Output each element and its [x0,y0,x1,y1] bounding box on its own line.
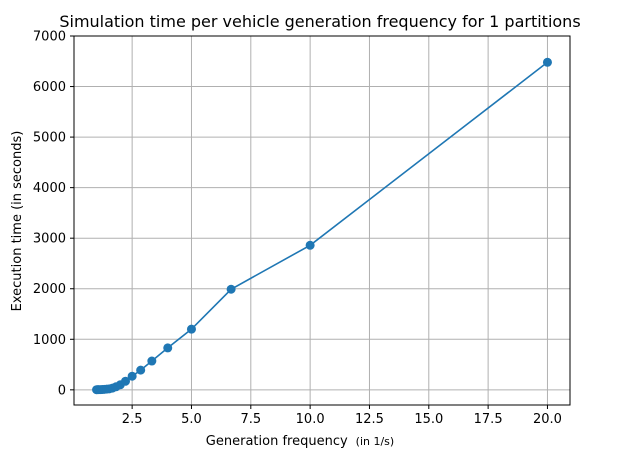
data-point [226,284,236,294]
y-tick-label: 0 [58,383,66,398]
x-tick-label: 12.5 [355,412,384,427]
x-tick-label: 10.0 [296,412,325,427]
y-tick-label: 6000 [33,80,66,95]
plot-frame [73,35,571,406]
data-point [127,371,137,381]
y-tick-label: 5000 [33,131,66,146]
x-tick-label: 7.5 [240,412,261,427]
y-tick-label: 7000 [33,30,66,45]
data-point [542,57,552,67]
x-tick-label: 17.5 [474,412,503,427]
x-tick-label: 20.0 [533,412,562,427]
data-point [120,376,130,386]
series-layer [92,57,552,395]
y-tick-label: 1000 [33,333,66,348]
x-tick-label: 2.5 [122,412,143,427]
data-point [147,356,157,366]
gridlines [74,35,570,405]
y-tick-label: 3000 [33,232,66,247]
data-point [305,240,315,250]
axis-ticks: 2.5 5.0 7.5 10.0 12.5 15.0 17.5 20.0 0 1000 2000 30… [33,30,562,428]
chart-title: Simulation time per vehicle generation f… [59,12,580,31]
data-point [136,365,146,375]
y-tick-label: 4000 [33,181,66,196]
data-point [186,324,196,334]
x-tick-label: 15.0 [414,412,443,427]
x-tick-label: 5.0 [181,412,202,427]
x-axis-unit: (in 1/s) [356,435,395,448]
x-axis-title: Generation frequency [206,434,348,449]
y-axis-label: Execution time (in seconds) [10,131,25,312]
y-tick-label: 2000 [33,282,66,297]
data-point [163,343,173,353]
x-axis-label: Generation frequency (in 1/s) [206,434,394,449]
